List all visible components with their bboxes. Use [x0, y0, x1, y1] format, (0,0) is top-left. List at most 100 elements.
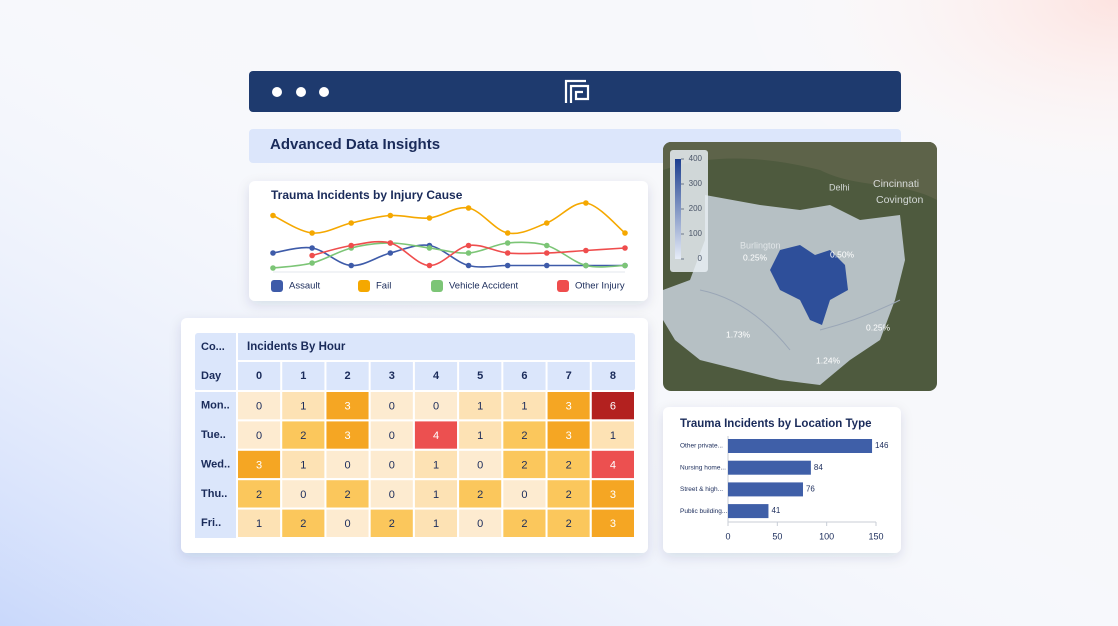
window-dot — [272, 87, 282, 97]
window-dot — [296, 87, 306, 97]
table-title: Incidents By Hour — [247, 341, 346, 353]
heat-value: 1 — [433, 489, 439, 501]
row-header-column — [195, 391, 237, 538]
heat-cell — [324, 478, 371, 510]
series-point — [426, 245, 433, 251]
series-point — [504, 230, 511, 236]
heat-cell — [501, 448, 548, 481]
row-header-title: Day — [201, 370, 222, 382]
heat-value: 2 — [521, 459, 527, 471]
series-point — [465, 250, 472, 256]
heat-value: 2 — [389, 518, 395, 530]
heat-value: 1 — [477, 430, 483, 442]
heat-cell — [368, 448, 415, 481]
map — [663, 142, 937, 391]
series-point — [543, 250, 550, 256]
heat-cell — [589, 448, 636, 481]
heat-value: 3 — [566, 401, 572, 413]
heat-value: 1 — [521, 401, 527, 413]
series-point — [426, 215, 433, 221]
series-point — [348, 242, 355, 249]
series-point — [426, 262, 433, 269]
series-point — [387, 240, 394, 246]
legend-tick-label: 400 — [689, 154, 703, 163]
column-header: 0 — [256, 370, 262, 382]
y-tick-label: Street & high... — [680, 486, 723, 493]
heat-value: 1 — [433, 518, 439, 530]
series-point — [583, 262, 589, 269]
heat-cell — [368, 478, 415, 510]
series-point — [504, 240, 511, 246]
bar — [728, 482, 803, 497]
heat-cell — [545, 507, 592, 540]
legend-tick-label: 0 — [698, 254, 703, 263]
bar — [728, 504, 769, 519]
line-card — [249, 181, 648, 301]
heat-value: 3 — [566, 430, 572, 442]
heat-value: 0 — [389, 430, 395, 442]
heat-value: 2 — [521, 430, 527, 442]
chart-title: Trauma Incidents by Location Type — [680, 418, 872, 430]
heat-value: 0 — [477, 518, 483, 530]
series-point — [309, 230, 315, 236]
heat-value: 1 — [256, 518, 262, 530]
heat-cell — [280, 478, 327, 510]
legend-label: Assault — [289, 281, 321, 292]
heat-value: 2 — [256, 489, 262, 501]
heat-cell — [236, 448, 283, 481]
heat-cell — [545, 448, 592, 481]
row-header: Fri.. — [201, 517, 221, 529]
heat-value: 6 — [610, 401, 616, 413]
heat-value: 2 — [566, 459, 572, 471]
place-label: Delhi — [829, 182, 850, 192]
series-point — [622, 230, 628, 236]
x-tick-label: 50 — [772, 531, 782, 541]
heat-value: 0 — [300, 489, 306, 501]
map-legend-bar — [675, 159, 681, 259]
heat-value: 2 — [300, 430, 306, 442]
region-label: 1.73% — [726, 329, 751, 339]
series-point — [387, 250, 394, 256]
chart-title: Trauma Incidents by Injury Cause — [271, 188, 463, 202]
heat-cell — [324, 419, 371, 451]
y-tick-label: Nursing home... — [680, 464, 726, 471]
series-point — [583, 200, 589, 206]
region-label: 0.25% — [743, 252, 768, 262]
heat-value: 0 — [389, 489, 395, 501]
heat-value: 0 — [389, 401, 395, 413]
series-point — [622, 245, 628, 251]
heat-value: 0 — [433, 401, 439, 413]
series-point — [309, 252, 315, 259]
heat-cell — [457, 448, 504, 481]
series-line — [272, 241, 626, 269]
heat-value: 1 — [300, 459, 306, 471]
heat-cell — [280, 507, 327, 540]
heat-value: 0 — [344, 459, 350, 471]
legend-tick-label: 200 — [689, 204, 703, 213]
heat-cell — [589, 390, 636, 422]
heat-value: 0 — [389, 459, 395, 471]
legend-label: Other Injury — [575, 281, 625, 292]
heat-cell — [501, 390, 548, 422]
map-border — [699, 289, 901, 351]
column-header: 1 — [300, 370, 306, 382]
map-terrain — [663, 142, 937, 200]
x-tick-label: 150 — [868, 531, 883, 541]
series-point — [348, 220, 355, 226]
value-label: 146 — [875, 441, 889, 450]
heat-value: 3 — [610, 518, 616, 530]
row-header: Mon.. — [201, 400, 230, 412]
heat-cell — [412, 419, 460, 451]
heat-value: 2 — [300, 518, 306, 530]
window-dot — [319, 87, 329, 97]
column-header: 8 — [610, 370, 616, 382]
dynamic-layer: Trauma Incidents by Injury Cause Assault F… — [195, 154, 923, 541]
heat-value: 0 — [344, 518, 350, 530]
heat-value: 0 — [521, 489, 527, 501]
series-point — [543, 242, 550, 249]
series-line — [272, 244, 625, 268]
series-point — [387, 212, 394, 219]
value-label: 76 — [806, 485, 815, 494]
